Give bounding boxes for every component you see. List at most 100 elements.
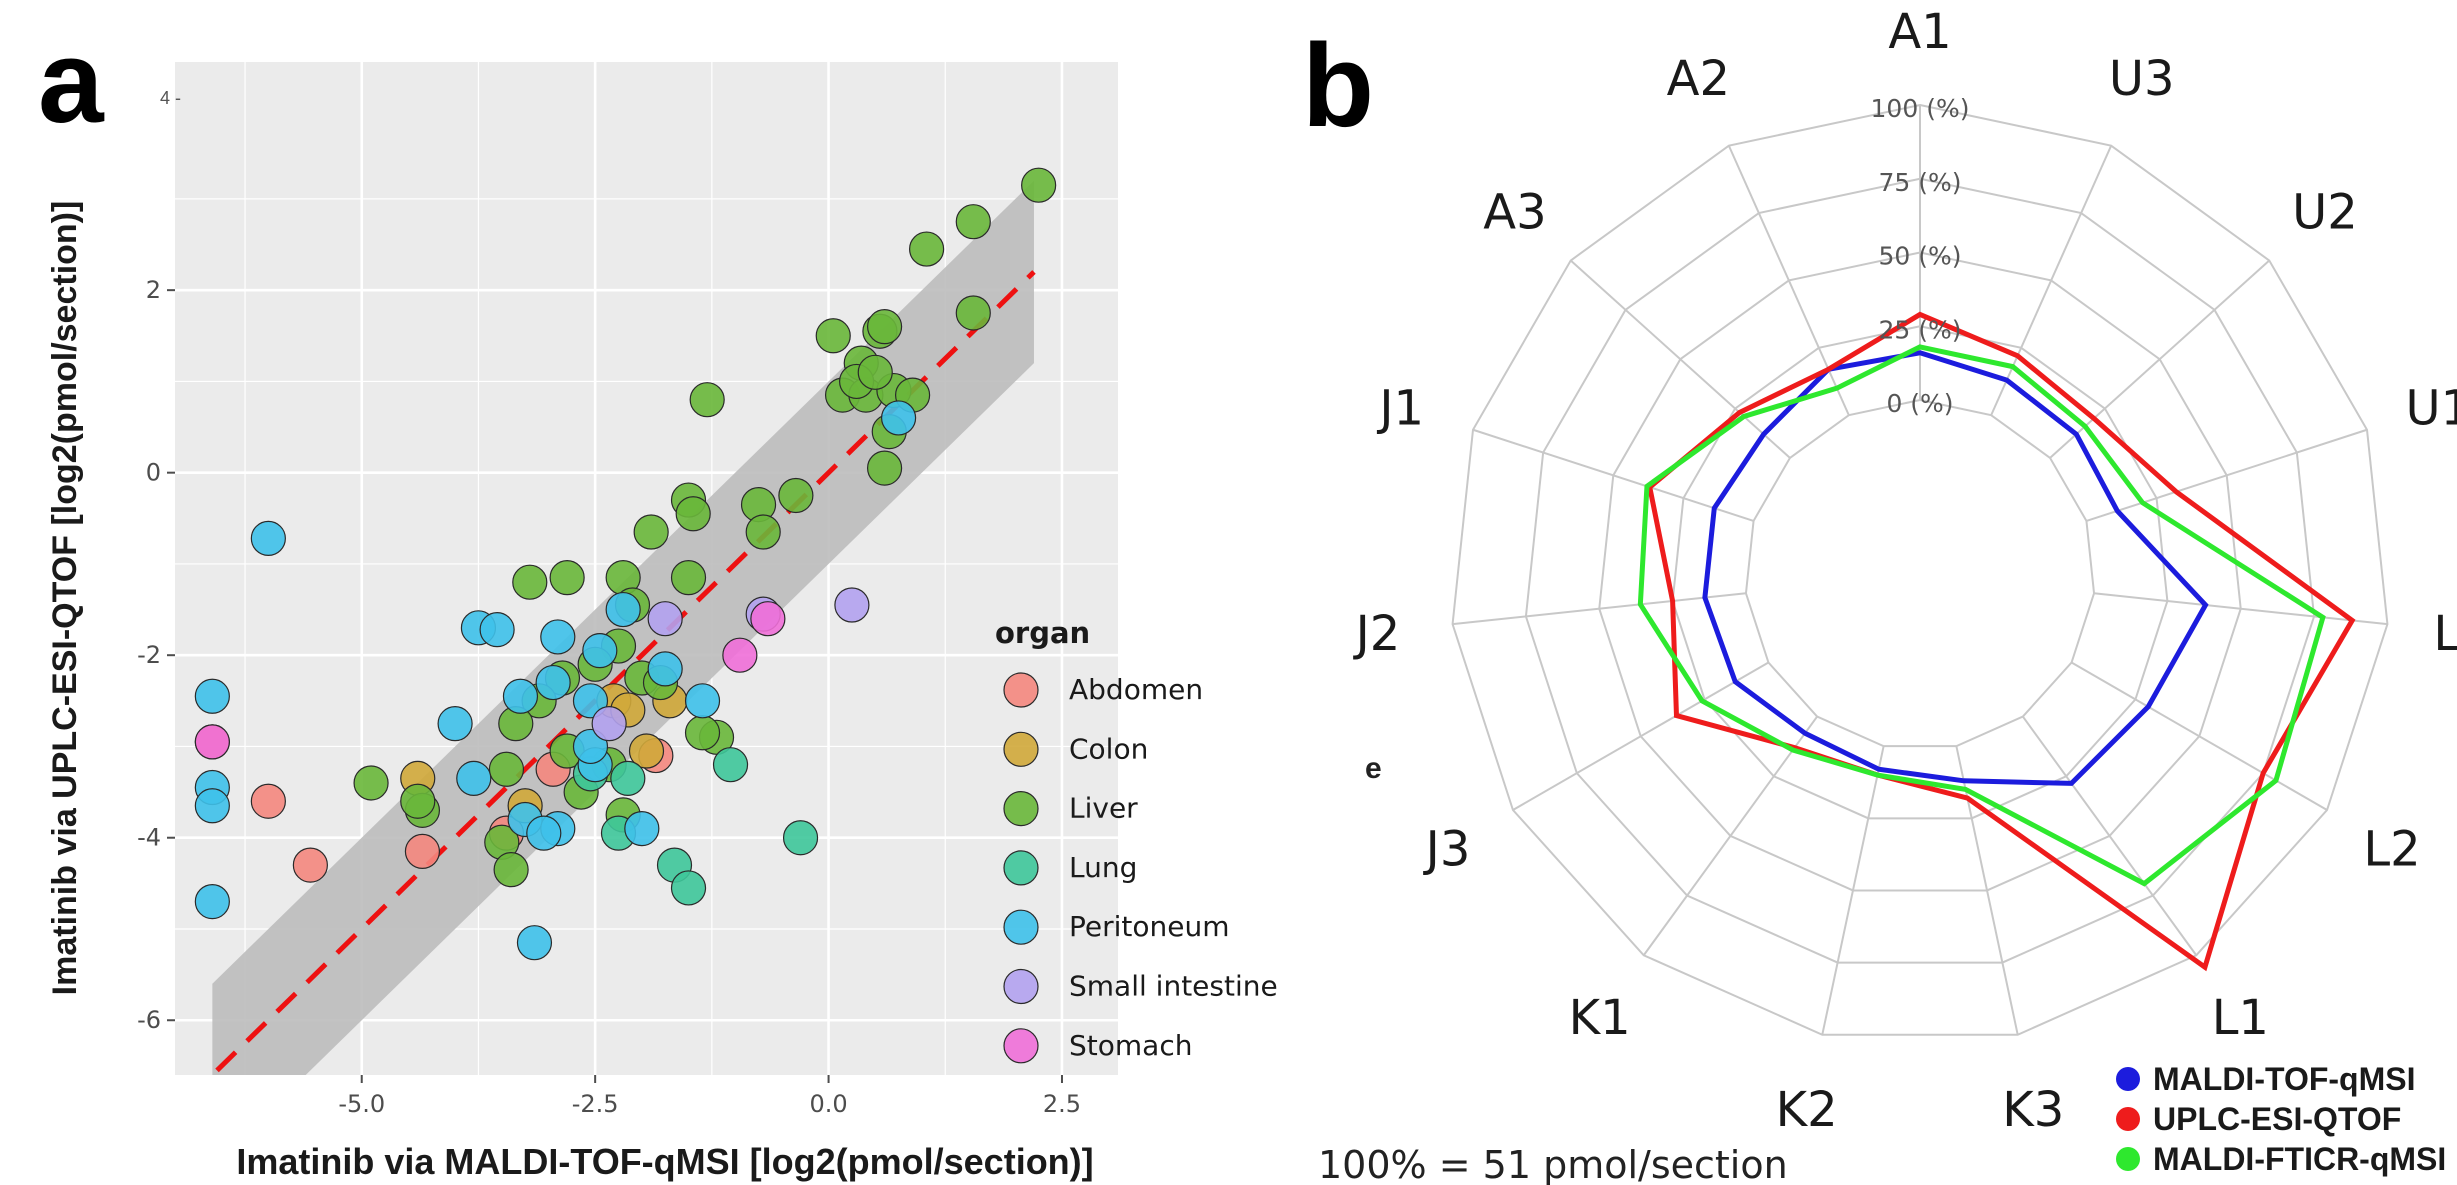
point-liver [955, 295, 991, 331]
axis-label-a2: A2 [1667, 51, 1730, 107]
radar-ring [1524, 177, 2316, 964]
ring-label: 25 (%) [1878, 315, 1961, 344]
axis-label-u2: U2 [2292, 184, 2358, 240]
point-liver [488, 751, 525, 787]
scale-footnote: 100% = 51 pmol/section [1318, 1143, 1788, 1185]
x-tick-labels: -5.0 -2.5 0.0 2.5 [338, 1075, 1081, 1118]
x-axis-label: Imatinib via MALDI-TOF-qMSI [log2(pmol/s… [236, 1141, 1093, 1182]
point-peritoneum [582, 633, 618, 669]
point-small-intestine [834, 587, 870, 623]
radar-spoke [1472, 428, 1754, 522]
ring-labels: 0 (%) 25 (%) 50 (%) 75 (%) 100 (%) [1871, 94, 1970, 418]
point-abdomen [292, 847, 328, 883]
radar-ring [1744, 398, 2096, 748]
point-colon [628, 733, 665, 769]
radar-spoke [1955, 745, 2019, 1035]
x-tick-label: 2.5 [1043, 1090, 1081, 1118]
x-tick-label: -2.5 [572, 1090, 619, 1118]
axis-labels: A1 U3 U2 U1 L3 L2 L1 K3 K2 K1 J3 J2 J1 A3 A2 [1353, 4, 2457, 1138]
scatter-points [194, 167, 1057, 961]
axis-label-j3: J3 [1423, 822, 1471, 878]
point-peritoneum [605, 591, 641, 628]
legend-swatch [1003, 968, 1039, 1005]
radar-series-maldi-fticr-qmsi [1637, 344, 2326, 887]
ring-label: 75 (%) [1878, 168, 1961, 197]
panel-b-radar-chart: b 0 (%) 25 (%) 50 (%) 75 (%) 100 (%) A1 U3 U2 U… [1302, 4, 2457, 1185]
legend-swatch [2116, 1107, 2140, 1131]
legend-label: UPLC-ESI-QTOF [2153, 1101, 2401, 1137]
point-liver [670, 560, 707, 596]
radar-spoke [1821, 745, 1885, 1035]
point-liver [955, 204, 991, 240]
radar-grid [1451, 103, 2389, 1036]
radar-spoke [2049, 259, 2270, 459]
x-tick-label: 0.0 [809, 1090, 847, 1118]
ring-label: 50 (%) [1878, 242, 1961, 271]
x-tick-label: -5.0 [338, 1090, 385, 1118]
y-tick-label: 2 [146, 276, 161, 304]
point-liver [549, 560, 585, 596]
y-tick-label: -2 [137, 641, 161, 669]
y-tick-label: -6 [137, 1006, 161, 1034]
point-lung [670, 870, 707, 906]
point-peritoneum [456, 760, 492, 797]
point-liver [493, 852, 529, 888]
point-peritoneum [194, 788, 230, 824]
point-lung [610, 760, 646, 797]
organ-legend: organ Abdomen Colon Liver Lung Peritoneum Sma… [995, 616, 1278, 1064]
legend-swatch [1003, 790, 1039, 827]
point-small-intestine [647, 601, 683, 637]
legend-label: MALDI-TOF-qMSI [2153, 1061, 2415, 1097]
point-peritoneum [684, 683, 721, 719]
legend-swatch [2116, 1067, 2140, 1091]
clipped-y-tick-mark: 4 - [160, 88, 181, 108]
point-peritoneum [880, 400, 917, 436]
radar-series-maldi-tof-qmsi [1702, 350, 2209, 786]
point-liver [1021, 167, 1057, 203]
point-liver [400, 783, 436, 819]
point-liver [908, 231, 945, 267]
axis-label-l3: L3 [2433, 606, 2457, 662]
axis-label-k2: K2 [1776, 1082, 1838, 1138]
point-peritoneum [502, 678, 539, 714]
point-abdomen [404, 833, 441, 870]
point-peritoneum [526, 815, 562, 851]
point-stomach [722, 637, 758, 673]
point-peritoneum [479, 612, 515, 648]
point-lung [782, 820, 819, 856]
point-peritoneum [194, 884, 230, 920]
point-lung [712, 747, 749, 783]
point-stomach [750, 601, 786, 637]
legend-label: Abdomen [1069, 673, 1203, 706]
axis-label-k3: K3 [2002, 1082, 2064, 1138]
radar-spoke [1570, 259, 1791, 459]
y-tick-labels: 2 0 -2 -4 -6 [137, 276, 175, 1034]
point-liver [633, 514, 669, 550]
axis-label-a1: A1 [1888, 4, 1951, 60]
legend-label: Peritoneum [1069, 910, 1230, 943]
point-liver [353, 765, 389, 801]
point-liver [815, 318, 851, 354]
ring-label: 100 (%) [1871, 94, 1970, 123]
legend-label: MALDI-FTICR-qMSI [2153, 1141, 2446, 1177]
axis-label-u3: U3 [2109, 51, 2175, 107]
legend-swatch [1003, 850, 1039, 886]
radar-spoke [1452, 592, 1747, 626]
axis-label-k1: K1 [1569, 990, 1631, 1046]
point-liver [684, 715, 721, 751]
legend-label: Stomach [1069, 1029, 1192, 1062]
point-liver [512, 564, 548, 600]
y-tick-label: 0 [146, 459, 161, 487]
panel-a-letter: a [38, 16, 105, 148]
radar-series [1637, 311, 2356, 972]
point-small-intestine [591, 706, 627, 742]
point-peritoneum [624, 810, 660, 847]
point-peritoneum [647, 651, 683, 687]
legend-swatch [1003, 1028, 1039, 1064]
legend-swatch [1003, 731, 1039, 767]
axis-label-j2: J2 [1353, 606, 1401, 662]
radar-spoke [1990, 145, 2113, 416]
axis-label-j1: J1 [1376, 381, 1424, 437]
point-liver [778, 477, 814, 514]
point-liver [675, 496, 711, 532]
